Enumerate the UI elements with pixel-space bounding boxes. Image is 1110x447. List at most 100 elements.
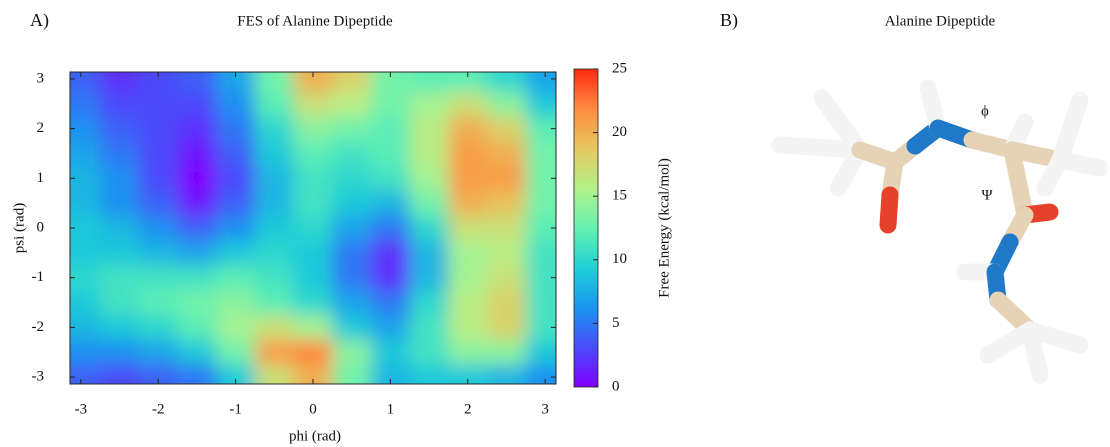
heatmap-cell: [487, 116, 527, 142]
heatmap-cell: [177, 215, 217, 241]
heatmap-cell: [371, 141, 411, 167]
heatmap-cell: [525, 141, 556, 167]
psi-label: Ψ: [981, 187, 993, 203]
x-tick-label: -2: [152, 401, 165, 417]
heatmap-cell: [525, 290, 556, 316]
panel-label: B): [720, 10, 738, 31]
heatmap-cell: [254, 116, 295, 142]
heatmap-cell: [487, 141, 527, 167]
heatmap-cell: [409, 141, 449, 167]
x-tick-label: -1: [229, 401, 242, 417]
colorbar-tick-label: 0: [612, 378, 620, 394]
bond: [1036, 151, 1069, 197]
heatmap-cell: [409, 116, 449, 142]
heatmap-cell: [70, 265, 101, 291]
heatmap-cell: [525, 91, 556, 117]
heatmap-cell: [70, 314, 101, 341]
panel-label: A): [30, 10, 49, 31]
heatmap-cell: [70, 141, 101, 167]
heatmap-cell: [487, 72, 527, 92]
heatmap-cell: [216, 72, 256, 92]
colorbar-tick-label: 25: [612, 60, 627, 76]
heatmap-cell: [70, 91, 101, 117]
heatmap-cell: [138, 364, 179, 384]
heatmap-cell: [448, 215, 488, 241]
heatmap-cell: [409, 265, 449, 291]
heatmap-cell: [525, 265, 556, 291]
heatmap-cell: [371, 91, 411, 117]
heatmap-cell: [448, 72, 488, 92]
x-tick-label: 0: [309, 401, 317, 417]
heatmap-cell: [293, 314, 333, 341]
y-tick-label: 2: [37, 120, 45, 136]
heatmap-cell: [487, 190, 527, 217]
heatmap-cell: [216, 339, 256, 366]
heatmap-cell: [448, 116, 488, 142]
heatmap-cell: [409, 290, 449, 316]
heatmap-cell: [254, 314, 295, 341]
heatmap-cell: [293, 116, 333, 142]
heatmap-cell: [70, 190, 101, 217]
heatmap-cell: [332, 141, 372, 167]
heatmap-cell: [409, 165, 449, 192]
heatmap-cell: [409, 364, 449, 384]
colorbar: [573, 68, 599, 388]
y-tick-label: 0: [37, 219, 45, 235]
heatmap-cell: [293, 141, 333, 167]
heatmap-cell: [138, 72, 179, 92]
heatmap-cell: [525, 116, 556, 142]
heatmap-cell: [70, 72, 101, 92]
heatmap-cell: [138, 240, 179, 266]
heatmap-cell: [525, 165, 556, 192]
heatmap-cell: [70, 165, 101, 192]
heatmap-cell: [100, 339, 140, 366]
heatmap-cell: [216, 290, 256, 316]
heatmap-cell: [138, 190, 179, 217]
molecule-title: Alanine Dipeptide: [885, 13, 996, 29]
heatmap-cell: [332, 190, 372, 217]
heatmap-cell: [525, 72, 556, 92]
heatmap-cell: [293, 364, 333, 384]
heatmap-cell: [371, 190, 411, 217]
heatmap-cell: [448, 364, 488, 384]
heatmap-cell: [100, 91, 140, 117]
heatmap-cell: [293, 72, 333, 92]
heatmap-cell: [177, 190, 217, 217]
bond: [1003, 141, 1034, 224]
heatmap-cell: [525, 240, 556, 266]
heatmap-cell: [138, 141, 179, 167]
heatmap-cell: [254, 265, 295, 291]
heatmap-cell: [138, 116, 179, 142]
colorbar-tick-label: 5: [612, 315, 620, 331]
colorbar-tick-label: 20: [612, 124, 627, 140]
heatmap-cell: [371, 215, 411, 241]
heatmap-cell: [254, 91, 295, 117]
heatmap-cell: [371, 165, 411, 192]
heatmap-cell: [177, 116, 217, 142]
heatmap-cell: [100, 290, 140, 316]
heatmap-cell: [177, 240, 217, 266]
heatmap-cell: [448, 265, 488, 291]
bond: [1021, 321, 1089, 354]
heatmap-cell: [525, 314, 556, 341]
heatmap-cell: [332, 290, 372, 316]
y-tick-label: -2: [32, 319, 45, 335]
heatmap-cell: [177, 141, 217, 167]
heatmap-cell: [177, 314, 217, 341]
heatmap-cell: [138, 265, 179, 291]
heatmap-cell: [487, 265, 527, 291]
heatmap-cell: [293, 165, 333, 192]
heatmap-cell: [487, 339, 527, 366]
heatmap-cell: [293, 265, 333, 291]
heatmap-cell: [371, 72, 411, 92]
heatmap-cell: [448, 165, 488, 192]
heatmap-cell: [293, 190, 333, 217]
heatmap-cell: [216, 116, 256, 142]
colorbar-tick-label: 15: [612, 188, 627, 204]
heatmap-cell: [100, 265, 140, 291]
heatmap-cell: [216, 141, 256, 167]
heatmap-cell: [332, 165, 372, 192]
x-tick-label: 2: [464, 401, 472, 417]
heatmap-cell: [138, 339, 179, 366]
